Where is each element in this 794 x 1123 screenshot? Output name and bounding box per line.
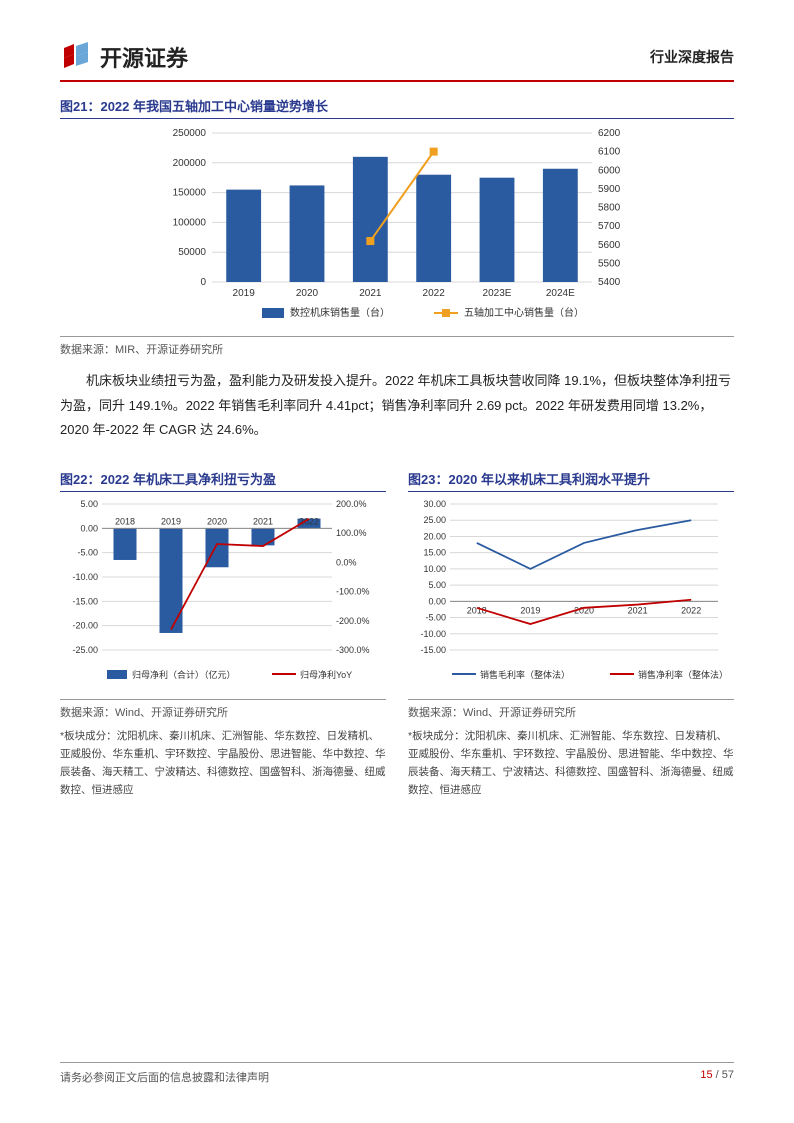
svg-text:50000: 50000 xyxy=(178,247,206,258)
svg-text:0: 0 xyxy=(200,277,206,288)
svg-text:100.0%: 100.0% xyxy=(336,528,367,538)
svg-text:100000: 100000 xyxy=(173,217,207,228)
svg-text:2020: 2020 xyxy=(207,516,227,526)
svg-text:6000: 6000 xyxy=(598,165,621,176)
figure-22-chart: -25.00 -20.00 -15.00 -10.00 -5.00 0.00 5.00 -30… xyxy=(60,498,380,688)
company-name: 开源证券 xyxy=(100,41,188,73)
svg-text:销售毛利率（整体法）: 销售毛利率（整体法） xyxy=(480,669,570,680)
svg-text:五轴加工中心销售量（台）: 五轴加工中心销售量（台） xyxy=(464,306,584,319)
page-number: 15 / 57 xyxy=(700,1069,734,1085)
svg-text:5.00: 5.00 xyxy=(428,580,446,590)
svg-text:-10.00: -10.00 xyxy=(72,572,98,582)
svg-text:-100.0%: -100.0% xyxy=(336,587,370,597)
figure-21-title: 图21：2022 年我国五轴加工中心销量逆势增长 xyxy=(60,96,734,119)
svg-text:5900: 5900 xyxy=(598,184,621,195)
svg-text:0.0%: 0.0% xyxy=(336,557,357,567)
page-current: 15 xyxy=(700,1069,712,1081)
svg-text:2018: 2018 xyxy=(115,516,135,526)
svg-text:200.0%: 200.0% xyxy=(336,499,367,509)
svg-text:2019: 2019 xyxy=(233,288,256,299)
figure-22-note: *板块成分：沈阳机床、秦川机床、汇洲智能、华东数控、日发精机、亚威股份、华东重机… xyxy=(60,728,386,799)
figure-22-source: 数据来源：Wind、开源证券研究所 xyxy=(60,699,386,720)
figure-23-title: 图23：2020 年以来机床工具利润水平提升 xyxy=(408,469,734,492)
svg-text:5700: 5700 xyxy=(598,221,621,232)
report-type-tag: 行业深度报告 xyxy=(650,47,734,67)
svg-text:5.00: 5.00 xyxy=(80,499,98,509)
svg-text:-15.00: -15.00 xyxy=(420,645,446,655)
svg-text:2019: 2019 xyxy=(161,516,181,526)
body-paragraph-1: 机床板块业绩扭亏为盈，盈利能力及研发投入提升。2022 年机床工具板块营收同降 … xyxy=(60,369,734,443)
svg-text:2021: 2021 xyxy=(628,605,648,615)
svg-text:-25.00: -25.00 xyxy=(72,645,98,655)
svg-text:30.00: 30.00 xyxy=(423,499,446,509)
svg-text:10.00: 10.00 xyxy=(423,564,446,574)
figure-23-source: 数据来源：Wind、开源证券研究所 xyxy=(408,699,734,720)
page-footer: 请务必参阅正文后面的信息披露和法律声明 15 / 57 xyxy=(60,1062,734,1085)
figure-21-chart: 0 50000 100000 150000 200000 250000 5400 5500 56… xyxy=(60,125,734,330)
svg-text:20.00: 20.00 xyxy=(423,532,446,542)
svg-text:6100: 6100 xyxy=(598,147,621,158)
svg-text:2021: 2021 xyxy=(359,288,382,299)
svg-text:2022: 2022 xyxy=(681,605,701,615)
figure-22-title: 图22：2022 年机床工具净利扭亏为盈 xyxy=(60,469,386,492)
svg-text:销售净利率（整体法）: 销售净利率（整体法） xyxy=(638,669,728,680)
svg-text:2022: 2022 xyxy=(423,288,446,299)
svg-text:归母净利（合计）（亿元）: 归母净利（合计）（亿元） xyxy=(132,669,236,680)
svg-text:15.00: 15.00 xyxy=(423,548,446,558)
company-logo: 开源证券 xyxy=(60,40,188,74)
figure-23-note: *板块成分：沈阳机床、秦川机床、汇洲智能、华东数控、日发精机、亚威股份、华东重机… xyxy=(408,728,734,799)
svg-text:200000: 200000 xyxy=(173,158,207,169)
svg-text:-200.0%: -200.0% xyxy=(336,616,370,626)
svg-text:2024E: 2024E xyxy=(546,288,575,299)
svg-text:-15.00: -15.00 xyxy=(72,596,98,606)
svg-text:5500: 5500 xyxy=(598,258,621,269)
figure-22-block: 图22：2022 年机床工具净利扭亏为盈 -25.00-20.00-15.00-… xyxy=(60,455,386,799)
svg-text:2023E: 2023E xyxy=(483,288,512,299)
svg-text:-5.00: -5.00 xyxy=(425,613,446,623)
figure-21-source: 数据来源：MIR、开源证券研究所 xyxy=(60,336,734,357)
svg-text:5400: 5400 xyxy=(598,277,621,288)
svg-text:5800: 5800 xyxy=(598,203,621,214)
svg-text:2021: 2021 xyxy=(253,516,273,526)
svg-text:-10.00: -10.00 xyxy=(420,629,446,639)
page-total: 57 xyxy=(722,1069,734,1081)
svg-text:5600: 5600 xyxy=(598,240,621,251)
svg-text:250000: 250000 xyxy=(173,128,207,139)
svg-text:25.00: 25.00 xyxy=(423,515,446,525)
page-header: 开源证券 行业深度报告 xyxy=(60,40,734,82)
svg-text:-5.00: -5.00 xyxy=(77,548,98,558)
figure-23-block: 图23：2020 年以来机床工具利润水平提升 -15.00 -10.00 -5.00… xyxy=(408,455,734,799)
svg-text:-20.00: -20.00 xyxy=(72,621,98,631)
svg-text:-300.0%: -300.0% xyxy=(336,645,370,655)
figure-23-chart: -15.00 -10.00 -5.00 0.00 5.00 10.00 15.00 20.00… xyxy=(408,498,728,688)
svg-text:2022: 2022 xyxy=(299,516,319,526)
svg-text:数控机床销售量（台）: 数控机床销售量（台） xyxy=(290,306,390,319)
svg-text:6200: 6200 xyxy=(598,128,621,139)
svg-text:2020: 2020 xyxy=(296,288,319,299)
svg-text:0.00: 0.00 xyxy=(428,596,446,606)
svg-text:2019: 2019 xyxy=(520,605,540,615)
svg-text:归母净利YoY: 归母净利YoY xyxy=(300,669,352,680)
footer-disclaimer: 请务必参阅正文后面的信息披露和法律声明 xyxy=(60,1069,269,1085)
svg-text:0.00: 0.00 xyxy=(80,523,98,533)
svg-text:150000: 150000 xyxy=(173,188,207,199)
logo-mark-icon xyxy=(60,40,94,74)
two-column-figures: 图22：2022 年机床工具净利扭亏为盈 -25.00-20.00-15.00-… xyxy=(60,455,734,799)
